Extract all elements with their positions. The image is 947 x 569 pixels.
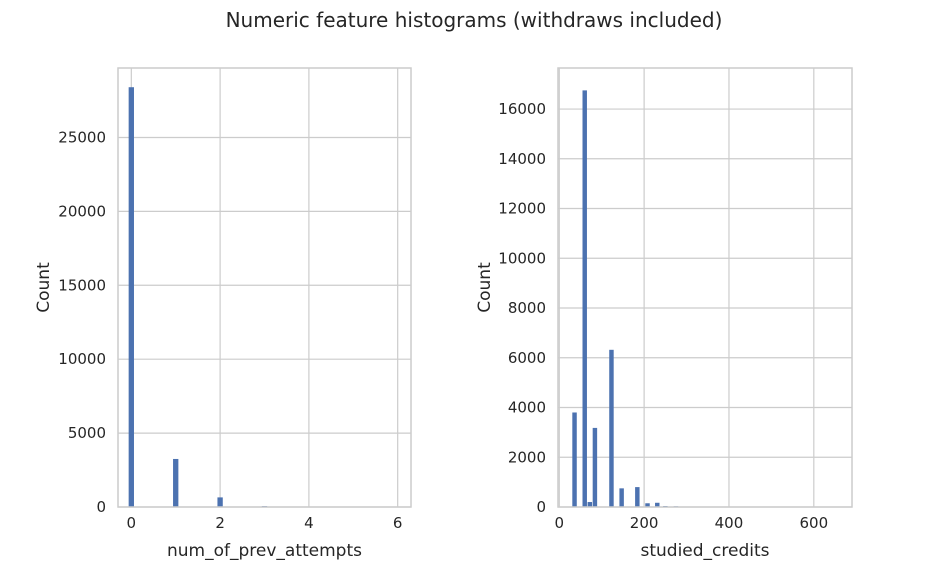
histogram-num-of-prev-attempts: 0 2 4 6 0 5000 10000 15000 20000 25000 num_of_pre… xyxy=(34,67,412,561)
y-tick-label: 2000 xyxy=(508,448,546,466)
histogram-bar xyxy=(655,502,660,507)
histogram-bar xyxy=(619,488,624,507)
x-tick-label: 0 xyxy=(554,514,564,532)
x-axis-label: studied_credits xyxy=(640,541,769,561)
histogram-bar xyxy=(645,503,650,507)
histogram-bar xyxy=(635,487,640,507)
axes-frame xyxy=(557,67,853,508)
histogram-bar xyxy=(587,502,593,507)
x-tick-label: 2 xyxy=(215,514,225,532)
x-tick-label: 6 xyxy=(393,514,403,532)
y-axis-label: Count xyxy=(475,262,495,313)
histogram-bar xyxy=(217,497,223,507)
histogram-bar xyxy=(173,458,179,507)
histogram-bar xyxy=(582,90,587,508)
histogram-bar xyxy=(128,87,134,507)
x-tick-label: 4 xyxy=(304,514,314,532)
histogram-bar xyxy=(592,427,598,507)
x-tick-label: 600 xyxy=(799,514,828,532)
x-tick-label: 200 xyxy=(630,514,659,532)
figure-title: Numeric feature histograms (withdraws in… xyxy=(226,8,723,32)
y-tick-label: 16000 xyxy=(498,100,546,118)
x-tick-label: 400 xyxy=(715,514,744,532)
x-tick-label: 0 xyxy=(127,514,137,532)
y-tick-label: 14000 xyxy=(498,150,546,168)
y-tick-label: 4000 xyxy=(508,399,546,417)
y-tick-label: 10000 xyxy=(498,249,546,267)
axes-frame xyxy=(117,67,412,508)
y-axis-label: Count xyxy=(34,262,54,313)
y-tick-label: 10000 xyxy=(58,350,106,368)
x-axis-label: num_of_prev_attempts xyxy=(167,541,362,561)
histogram-studied-credits: 0 200 400 600020004000600080001000012000140… xyxy=(475,67,853,561)
y-tick-label: 15000 xyxy=(58,276,106,294)
y-tick-label: 20000 xyxy=(58,202,106,220)
y-tick-label: 25000 xyxy=(58,128,106,146)
y-tick-label: 6000 xyxy=(508,349,546,367)
y-tick-label: 8000 xyxy=(508,299,546,317)
y-tick-label: 0 xyxy=(96,498,106,516)
y-tick-label: 12000 xyxy=(498,200,546,218)
y-tick-label: 0 xyxy=(536,498,546,516)
histogram-bar xyxy=(572,412,577,507)
histogram-bar xyxy=(609,349,614,507)
y-tick-label: 5000 xyxy=(68,424,106,442)
